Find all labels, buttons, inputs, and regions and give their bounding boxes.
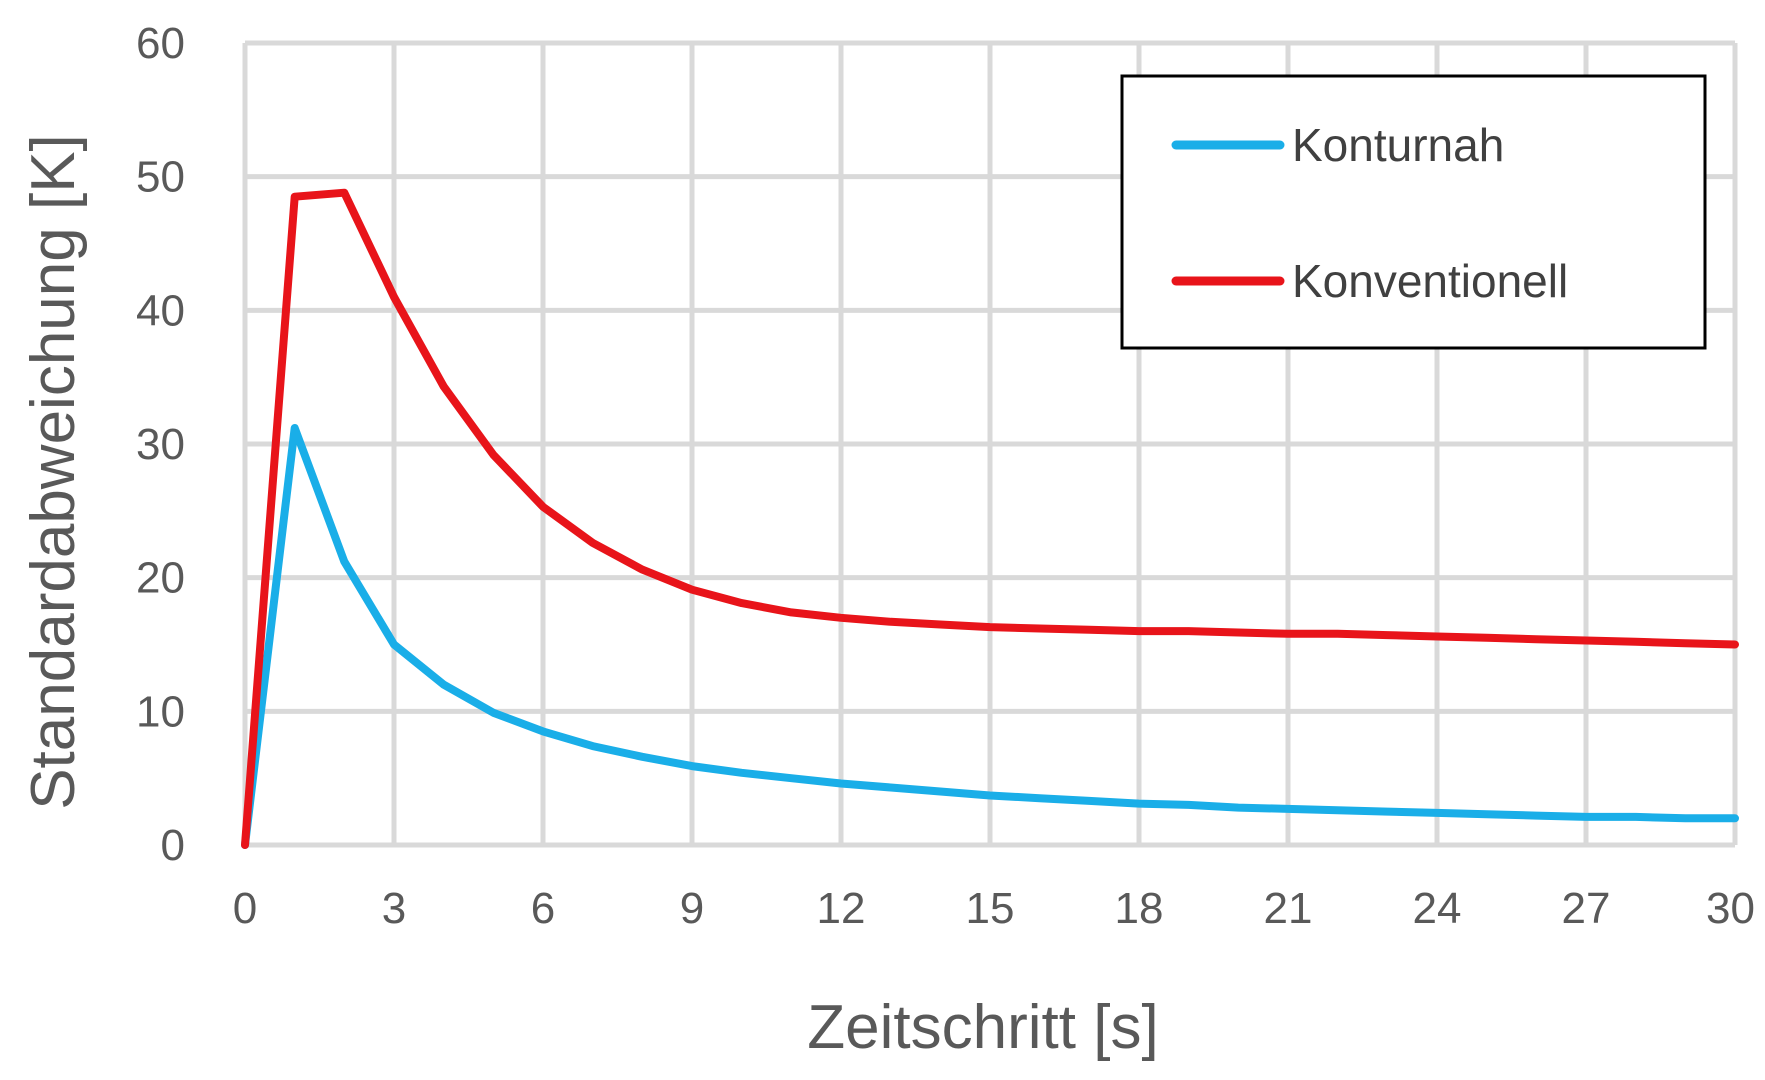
legend: Konturnah Konventionell: [1120, 74, 1707, 350]
legend-label-konturnah: Konturnah: [1292, 119, 1504, 171]
x-tick-label: 15: [966, 884, 1015, 933]
x-tick-label: 0: [233, 884, 257, 933]
gridlines: [242, 40, 1738, 848]
y-tick-label: 10: [136, 687, 185, 736]
x-tick-label: 3: [382, 884, 406, 933]
x-tick-label: 9: [680, 884, 704, 933]
y-axis-title: Standardabweichung [K]: [19, 134, 88, 810]
x-tick-label: 24: [1413, 884, 1462, 933]
x-axis-title: Zeitschritt [s]: [807, 993, 1158, 1062]
y-tick-label: 20: [136, 554, 185, 603]
x-tick-label: 18: [1115, 884, 1164, 933]
y-tick-label: 50: [136, 153, 185, 202]
x-tick-label: 6: [531, 884, 555, 933]
series-lines: [241, 188, 1739, 849]
x-tick-labels: 0 3 6 9 12 15 18 21 24 27 30: [233, 884, 1755, 933]
y-tick-label: 40: [136, 286, 185, 335]
legend-box: [1120, 74, 1707, 350]
series-line-konventionell: [241, 188, 1739, 849]
y-tick-label: 0: [161, 821, 185, 870]
legend-label-konventionell: Konventionell: [1292, 255, 1568, 307]
x-tick-label: 21: [1264, 884, 1313, 933]
y-tick-label: 30: [136, 420, 185, 469]
x-tick-label: 30: [1706, 884, 1755, 933]
series-line-konturnah: [241, 424, 1739, 849]
y-tick-label: 60: [136, 19, 185, 68]
x-tick-label: 12: [817, 884, 866, 933]
x-tick-label: 27: [1562, 884, 1611, 933]
y-tick-labels: 0 10 20 30 40 50 60: [136, 19, 185, 870]
